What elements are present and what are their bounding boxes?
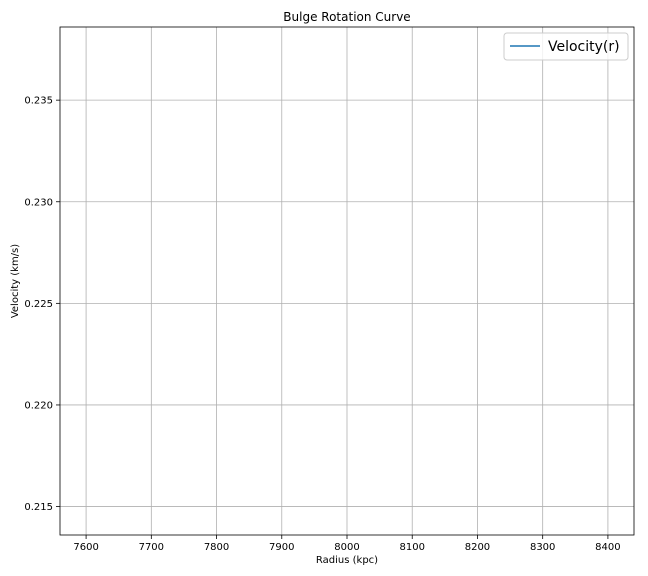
x-ticks: 7600 7700 7800 7900 8000 8100 8200 8300 8400	[73, 535, 621, 553]
x-tick-label: 8100	[400, 542, 425, 553]
x-tick-label: 7800	[204, 542, 229, 553]
y-tick-label: 0.230	[24, 197, 53, 208]
x-tick-label: 7700	[139, 542, 164, 553]
y-ticks: 0.215 0.220 0.225 0.230 0.235	[24, 96, 60, 513]
y-axis-label: Velocity (km/s)	[10, 244, 21, 318]
legend-box	[503, 32, 629, 61]
y-grid	[60, 99, 634, 507]
y-tick-label: 0.215	[24, 502, 53, 513]
x-grid	[85, 27, 609, 535]
y-tick-label: 0.235	[24, 96, 53, 107]
x-tick-label: 8300	[530, 542, 555, 553]
x-tick-label: 7900	[269, 542, 294, 553]
legend-label-velocity: Velocity(r)	[548, 39, 620, 55]
y-tick-label: 0.220	[24, 400, 53, 411]
x-axis-label: Radius (kpc)	[316, 555, 378, 566]
x-tick-label: 7600	[73, 542, 98, 553]
chart-title: Bulge Rotation Curve	[283, 10, 410, 24]
x-tick-label: 8200	[465, 542, 490, 553]
y-tick-label: 0.225	[24, 299, 53, 310]
x-tick-label: 8000	[334, 542, 359, 553]
x-tick-label: 8400	[595, 542, 620, 553]
legend: Velocity(r)	[503, 32, 629, 61]
